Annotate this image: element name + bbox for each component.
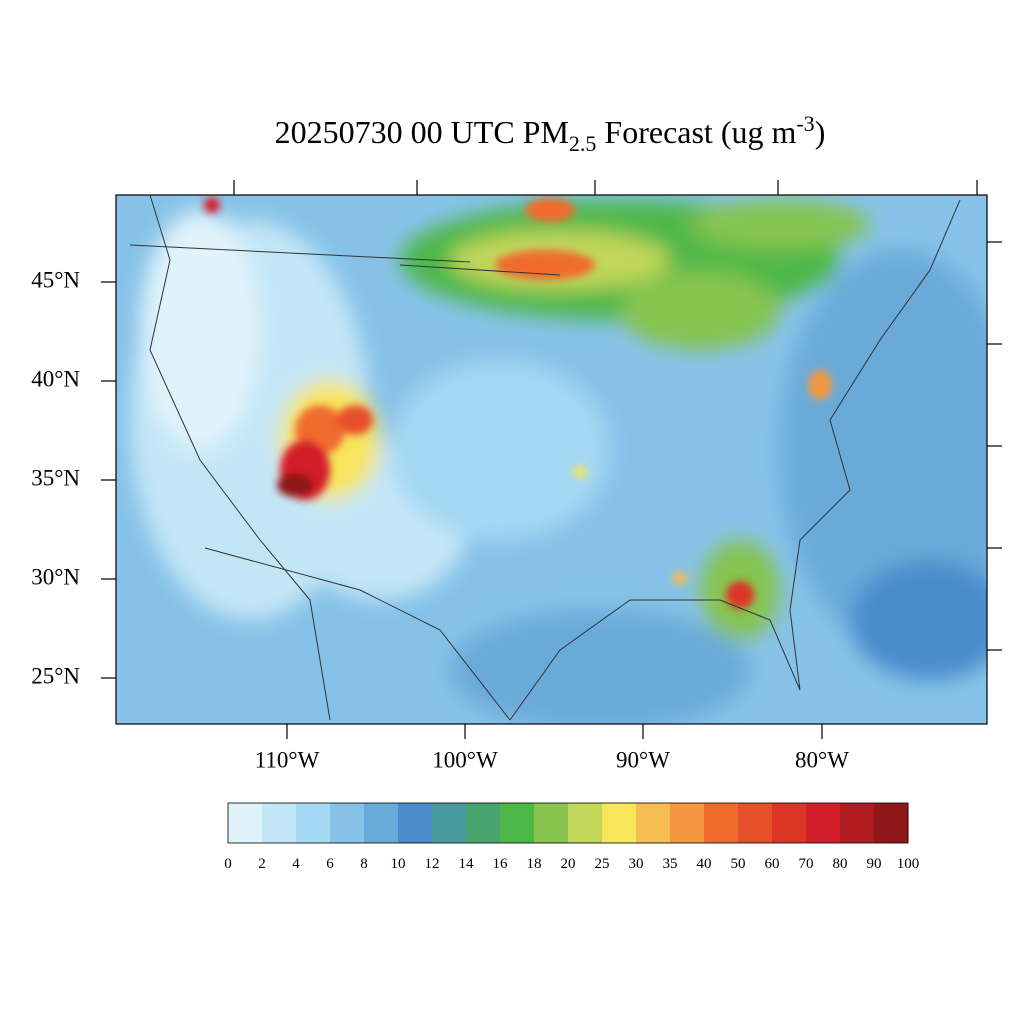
- colorbar-box: [398, 803, 433, 843]
- colorbar-label: 80: [833, 856, 848, 872]
- lat-label: 40°N: [31, 366, 80, 391]
- colorbar-box: [772, 803, 807, 843]
- title-sub: 2.5: [569, 131, 597, 156]
- colorbar-label: 50: [731, 856, 746, 872]
- colorbar-box: [262, 803, 297, 843]
- colorbar-box: [636, 803, 671, 843]
- colorbar-box: [670, 803, 705, 843]
- colorbar-box: [228, 803, 263, 843]
- colorbar-box: [330, 803, 365, 843]
- colorbar-label: 0: [224, 856, 232, 872]
- colorbar-label: 70: [799, 856, 814, 872]
- colorbar-label: 4: [292, 856, 300, 872]
- lon-label: 80°W: [795, 747, 849, 772]
- colorbar-box: [466, 803, 501, 843]
- colorbar-label: 6: [326, 856, 334, 872]
- colorbar: 0 2 4 6 8 10 12 14 16 18 20 25 30 35 40 50 60 70 80 90 100: [224, 802, 920, 872]
- colorbar-label: 100: [897, 856, 920, 872]
- lat-label: 25°N: [31, 663, 80, 688]
- ticks: [101, 180, 1002, 739]
- colorbar-label: 16: [493, 856, 509, 872]
- colorbar-label: 8: [360, 856, 368, 872]
- colorbar-box: [432, 803, 467, 843]
- colorbar-label: 12: [425, 856, 440, 872]
- lon-label: 110°W: [255, 747, 320, 772]
- colorbar-label: 14: [459, 856, 475, 872]
- colorbar-box: [534, 803, 569, 843]
- colorbar-box: [602, 803, 637, 843]
- colorbar-label: 90: [867, 856, 882, 872]
- lat-label: 30°N: [31, 564, 80, 589]
- title-sup: -3: [796, 111, 814, 136]
- title-part: 20250730 00 UTC PM: [275, 114, 569, 150]
- colorbar-box: [738, 803, 773, 843]
- title-part: ): [815, 114, 826, 150]
- colorbar-label: 35: [663, 856, 678, 872]
- colorbar-label: 60: [765, 856, 780, 872]
- colorbar-box: [874, 803, 909, 843]
- lat-label: 45°N: [31, 267, 80, 292]
- colorbar-label: 30: [629, 856, 644, 872]
- lat-label: 35°N: [31, 465, 80, 490]
- colorbar-box: [500, 803, 535, 843]
- colorbar-box: [568, 803, 603, 843]
- lon-label: 90°W: [616, 747, 670, 772]
- colorbar-box: [364, 803, 399, 843]
- colorbar-frame: [227, 802, 909, 844]
- map-field: [116, 195, 987, 724]
- colorbar-label: 18: [527, 856, 542, 872]
- colorbar-box: [296, 803, 331, 843]
- lon-label: 100°W: [432, 747, 498, 772]
- colorbar-label: 40: [697, 856, 712, 872]
- colorbar-box: [704, 803, 739, 843]
- title: 20250730 00 UTC PM2.5 Forecast (ug m-3): [275, 111, 826, 156]
- colorbar-box: [840, 803, 875, 843]
- title-part: Forecast (ug m: [596, 114, 796, 150]
- colorbar-label: 20: [561, 856, 576, 872]
- colorbar-label: 10: [391, 856, 406, 872]
- colorbar-label: 2: [258, 856, 266, 872]
- colorbar-label: 25: [595, 856, 610, 872]
- colorbar-box: [806, 803, 841, 843]
- map-frame: [115, 194, 988, 725]
